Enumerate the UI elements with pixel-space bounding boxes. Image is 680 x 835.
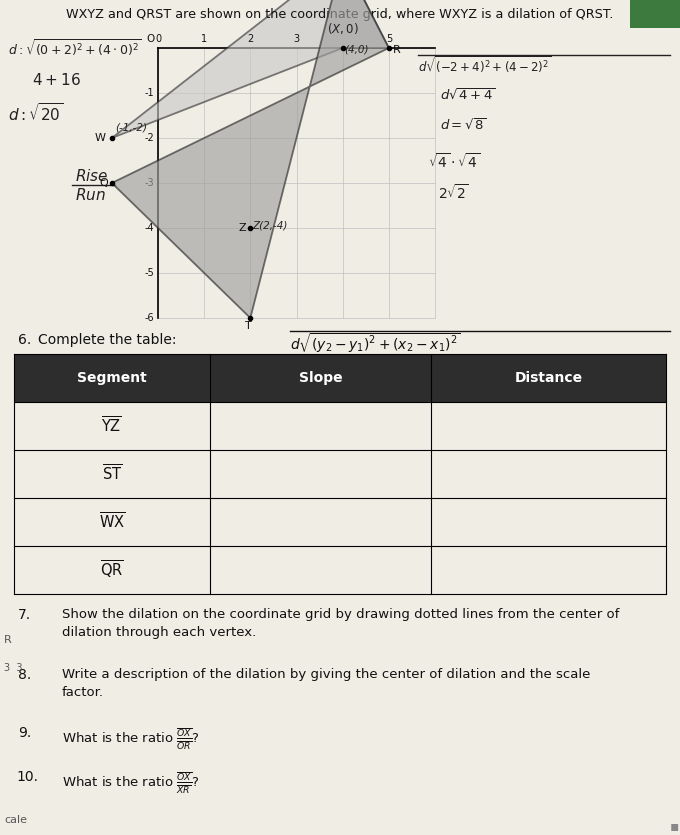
Text: WXYZ and QRST are shown on the coordinate grid, where WXYZ is a dilation of QRST: WXYZ and QRST are shown on the coordinat… [67, 8, 613, 21]
Text: -5: -5 [144, 268, 154, 278]
Text: Complete the table:: Complete the table: [38, 333, 177, 347]
Text: Z(2,-4): Z(2,-4) [252, 220, 288, 230]
Text: $4+16$: $4+16$ [32, 72, 81, 88]
Text: 1: 1 [201, 34, 207, 44]
Text: $2\sqrt{2}$: $2\sqrt{2}$ [438, 183, 469, 202]
Text: Z: Z [239, 223, 246, 233]
Text: 3: 3 [294, 34, 300, 44]
Text: $d: \sqrt{20}$: $d: \sqrt{20}$ [8, 102, 63, 124]
Text: -3: -3 [144, 178, 154, 188]
Text: $\overline{\mathrm{YZ}}$: $\overline{\mathrm{YZ}}$ [101, 416, 122, 436]
Text: $d{=}\sqrt{8}$: $d{=}\sqrt{8}$ [440, 118, 487, 134]
Text: R: R [4, 635, 12, 645]
Text: 10.: 10. [16, 770, 38, 784]
Text: $Run$: $Run$ [75, 187, 106, 203]
Text: What is the ratio $\frac{\overline{OX}}{\overline{XR}}$?: What is the ratio $\frac{\overline{OX}}{… [62, 770, 200, 796]
Text: (4,0): (4,0) [345, 45, 369, 55]
Text: 3  3: 3 3 [4, 663, 22, 673]
Bar [14, 354, 666, 402]
Polygon shape [112, 0, 389, 138]
Text: $d\sqrt{(y_2-y_1)^2+(x_2-x_1)^2}$: $d\sqrt{(y_2-y_1)^2+(x_2-x_1)^2}$ [290, 331, 460, 355]
Text: Q: Q [99, 178, 108, 188]
Text: $\overline{\mathrm{QR}}$: $\overline{\mathrm{QR}}$ [100, 559, 124, 581]
Text: R: R [393, 45, 401, 55]
Text: $d\sqrt{4+4}$: $d\sqrt{4+4}$ [440, 88, 495, 104]
Text: Show the dilation on the coordinate grid by drawing dotted lines from the center: Show the dilation on the coordinate grid… [62, 608, 619, 639]
Text: -1: -1 [144, 88, 154, 98]
Text: Write a description of the dilation by giving the center of dilation and the sca: Write a description of the dilation by g… [62, 668, 590, 699]
Text: 6.: 6. [18, 333, 31, 347]
Text: $\sqrt{4}\cdot\sqrt{4}$: $\sqrt{4}\cdot\sqrt{4}$ [428, 152, 480, 171]
Text: $d: \sqrt{(0+2)^2+(4\cdot 0)^2}$: $d: \sqrt{(0+2)^2+(4\cdot 0)^2}$ [8, 38, 141, 59]
Text: Segment: Segment [77, 371, 147, 385]
Text: O: O [147, 34, 155, 44]
Text: 7.: 7. [18, 608, 31, 622]
Text: -2: -2 [144, 133, 154, 143]
Text: 5: 5 [386, 34, 392, 44]
Text: $\overline{\mathrm{ST}}$: $\overline{\mathrm{ST}}$ [101, 464, 122, 484]
Text: -4: -4 [144, 223, 154, 233]
Text: $(X,0)$: $(X,0)$ [327, 21, 358, 36]
Text: (-1,-2): (-1,-2) [115, 123, 147, 133]
Text: Distance: Distance [515, 371, 583, 385]
Text: 8.: 8. [18, 668, 31, 682]
Text: $\overline{\mathrm{WX}}$: $\overline{\mathrm{WX}}$ [99, 512, 125, 532]
Polygon shape [112, 0, 389, 318]
Text: T: T [245, 321, 252, 331]
Text: $Rise$: $Rise$ [75, 168, 109, 184]
Text: -6: -6 [144, 313, 154, 323]
Bar [630, 0, 680, 28]
Text: 0: 0 [155, 34, 161, 44]
Text: W: W [95, 133, 106, 143]
Text: ▪: ▪ [670, 819, 679, 833]
Text: $d\sqrt{(-2+4)^2+(4-2)^2}$: $d\sqrt{(-2+4)^2+(4-2)^2}$ [418, 55, 551, 76]
Text: 2: 2 [248, 34, 254, 44]
Text: cale: cale [4, 815, 27, 825]
Text: 9.: 9. [18, 726, 31, 740]
Text: Slope: Slope [299, 371, 342, 385]
Text: What is the ratio $\frac{\overline{OX}}{\overline{OR}}$?: What is the ratio $\frac{\overline{OX}}{… [62, 726, 200, 752]
